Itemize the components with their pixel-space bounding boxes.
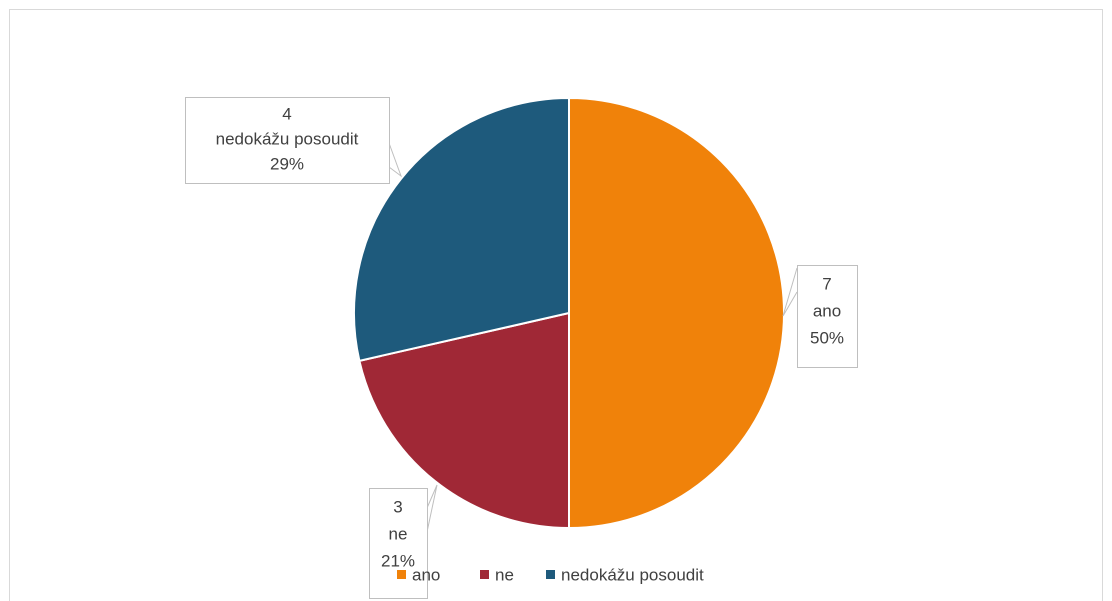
label-box	[369, 488, 428, 599]
data-label-value: 3	[393, 497, 402, 516]
data-label-percent: 50%	[810, 328, 844, 347]
data-label-value: 7	[822, 274, 831, 293]
label-callout	[388, 142, 403, 178]
data-labels: 7 ano 50% 3 ne 21% 4 nedokážu posoudit 29%	[185, 97, 858, 599]
legend: ano ne nedokážu posoudit	[397, 565, 704, 584]
label-box	[797, 265, 858, 368]
legend-label: nedokážu posoudit	[561, 565, 704, 584]
data-label-percent: 21%	[381, 551, 415, 570]
data-label-percent: 29%	[270, 154, 304, 173]
pie	[353, 96, 785, 530]
legend-swatch	[397, 570, 406, 579]
label-callout	[426, 484, 438, 533]
legend-swatch	[480, 570, 489, 579]
pie-slice	[353, 96, 570, 363]
legend-label: ne	[495, 565, 514, 584]
data-label-category: nedokážu posoudit	[216, 129, 359, 148]
label-callout	[782, 267, 798, 317]
legend-label: ano	[412, 565, 440, 584]
pie-slice	[358, 311, 570, 530]
legend-swatch	[546, 570, 555, 579]
data-label-category: ne	[389, 524, 408, 543]
label-box	[185, 97, 390, 184]
data-label-value: 4	[282, 104, 291, 123]
data-label-category: ano	[813, 301, 841, 320]
